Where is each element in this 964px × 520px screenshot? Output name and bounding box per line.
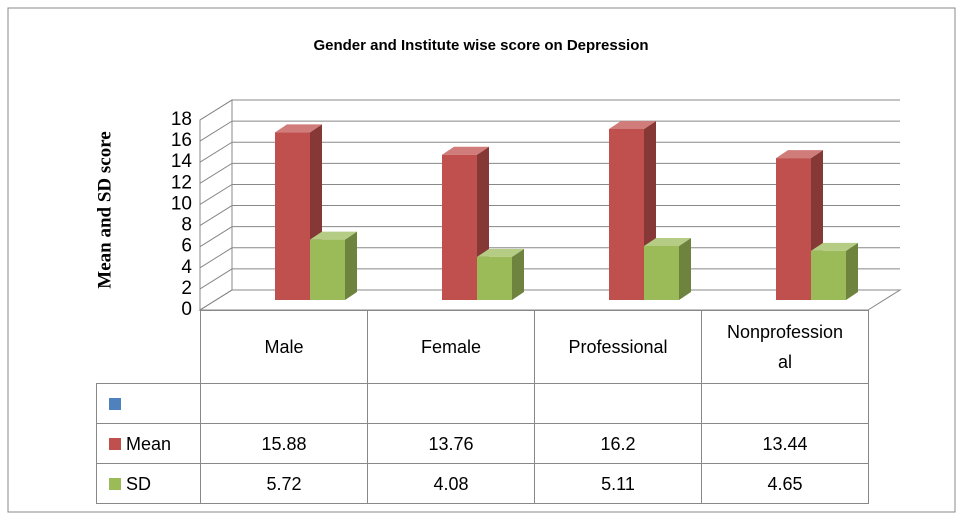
- table-value: 13.76: [367, 423, 535, 464]
- grid-line: [199, 120, 900, 142]
- y-tick-label: 12: [171, 172, 192, 193]
- bar: [310, 231, 357, 300]
- y-tick-label: 8: [181, 215, 192, 236]
- bar: [442, 146, 489, 300]
- bar: [477, 248, 524, 300]
- bar-face: [609, 129, 644, 300]
- grid-line: [199, 205, 900, 226]
- legend-entry: Mean: [96, 423, 201, 464]
- grid-line: [199, 226, 900, 248]
- legend-entry: SD: [96, 463, 201, 504]
- table-value: [534, 383, 702, 424]
- y-tick-label: 2: [181, 278, 192, 299]
- bar-face: [609, 121, 656, 129]
- bar-face: [477, 248, 524, 257]
- grid-line: [199, 99, 900, 121]
- y-axis-label: Mean and SD score: [94, 131, 115, 288]
- bar-face: [811, 250, 846, 300]
- grid-line: [199, 162, 900, 184]
- bar-face: [310, 239, 345, 300]
- grid-line: [199, 183, 900, 205]
- table-value: 5.72: [200, 463, 368, 504]
- table-value: 4.08: [367, 463, 535, 504]
- bar-face: [679, 238, 691, 300]
- y-tick-label: 18: [171, 109, 192, 130]
- bar-face: [477, 256, 512, 300]
- bar-face: [776, 150, 823, 159]
- table-value: [701, 383, 869, 424]
- bar: [644, 238, 691, 300]
- y-tick-label: 0: [181, 299, 192, 320]
- y-tick-label: 16: [171, 130, 192, 151]
- legend-key: [109, 437, 121, 450]
- bar-face: [776, 158, 811, 300]
- x-tick-label: Professional: [534, 310, 702, 384]
- bar-face: [275, 132, 310, 300]
- x-tick-label: Male: [200, 310, 368, 384]
- x-tick-label: Female: [367, 310, 535, 384]
- bar-face: [644, 246, 679, 300]
- legend-key: [109, 477, 121, 490]
- bar-face: [345, 231, 357, 300]
- table-value: 16.2: [534, 423, 702, 464]
- legend-key: [109, 397, 121, 410]
- table-value: 13.44: [701, 423, 869, 464]
- y-tick-label: 6: [181, 236, 192, 257]
- grid-line: [199, 141, 900, 163]
- bar-face: [644, 238, 691, 247]
- bar-face: [811, 242, 858, 251]
- y-tick-label: 4: [181, 257, 192, 278]
- bar-face: [846, 242, 858, 300]
- legend-label: SD: [126, 473, 152, 494]
- bar-face: [442, 146, 489, 155]
- table-value: 4.65: [701, 463, 869, 504]
- x-tick-label: Nonprofessional: [701, 310, 869, 384]
- bar: [811, 242, 858, 300]
- y-tick-label: 14: [171, 151, 193, 172]
- table-value: 15.88: [200, 423, 368, 464]
- bar-face: [512, 248, 524, 300]
- table-value: 5.11: [534, 463, 702, 504]
- table-value: [367, 383, 535, 424]
- chart-title: Gender and Institute wise score on Depre…: [313, 37, 648, 54]
- bar-face: [310, 231, 357, 240]
- y-tick-label: 10: [171, 193, 192, 214]
- table-value: [200, 383, 368, 424]
- legend-entry: [96, 383, 201, 424]
- bar-face: [275, 124, 322, 133]
- legend-label: Mean: [126, 433, 172, 454]
- bar-face: [442, 154, 477, 300]
